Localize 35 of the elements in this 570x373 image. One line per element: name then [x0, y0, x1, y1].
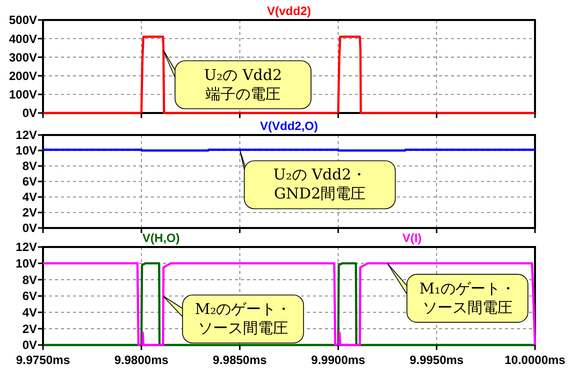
x-tick-label: 9.9750ms — [16, 353, 70, 367]
series-label: V(Vdd2,O) — [260, 119, 318, 133]
y-tick-label: 12V — [16, 240, 37, 254]
y-tick-label: 100V — [8, 88, 37, 102]
x-tick-label: 9.9950ms — [410, 353, 464, 367]
y-tick-label: 0V — [22, 338, 37, 352]
y-tick-label: 300V — [8, 50, 37, 64]
line-series — [42, 36, 536, 114]
y-tick-label: 4V — [22, 190, 37, 204]
y-tick-label: 8V — [22, 159, 37, 174]
y-tick-label: 2V — [22, 206, 37, 220]
y-tick-label: 12V — [16, 128, 37, 142]
text: V(vdd2) — [266, 4, 312, 18]
y-tick-label: 400V — [8, 32, 37, 46]
series-label: V(H,O) — [142, 231, 180, 245]
x-tick-label: 9.9850ms — [212, 353, 268, 367]
annotation: U₂の Vdd2・ GND2間電圧 — [273, 166, 366, 203]
y-tick-label: 6V — [22, 289, 37, 304]
y-tick-label: 10V — [16, 144, 37, 158]
y-tick-label: 8V — [22, 272, 37, 287]
y-tick-label: 6V — [22, 174, 37, 189]
annotation: U₂の Vdd2 端子の電圧 — [204, 66, 282, 103]
y-tick-label: 0V — [22, 221, 37, 236]
annotation: M₂のゲート・ソース間電圧 — [194, 300, 292, 337]
y-tick-label: 500V — [8, 13, 37, 28]
x-tick-label: 9.9900ms — [311, 353, 366, 367]
annotation: M₁のゲート・ソース間電圧 — [419, 279, 516, 316]
x-tick-label: 9.9800ms — [114, 353, 169, 367]
y-tick-label: 200V — [8, 69, 37, 83]
y-tick-label: 0V — [22, 106, 37, 120]
x-tick-label: 10.0000ms — [504, 353, 566, 367]
y-tick-label: 10V — [16, 256, 37, 271]
y-tick-label: 2V — [22, 322, 37, 336]
y-tick-label: 4V — [22, 306, 37, 320]
series-label: V(I) — [402, 231, 422, 245]
